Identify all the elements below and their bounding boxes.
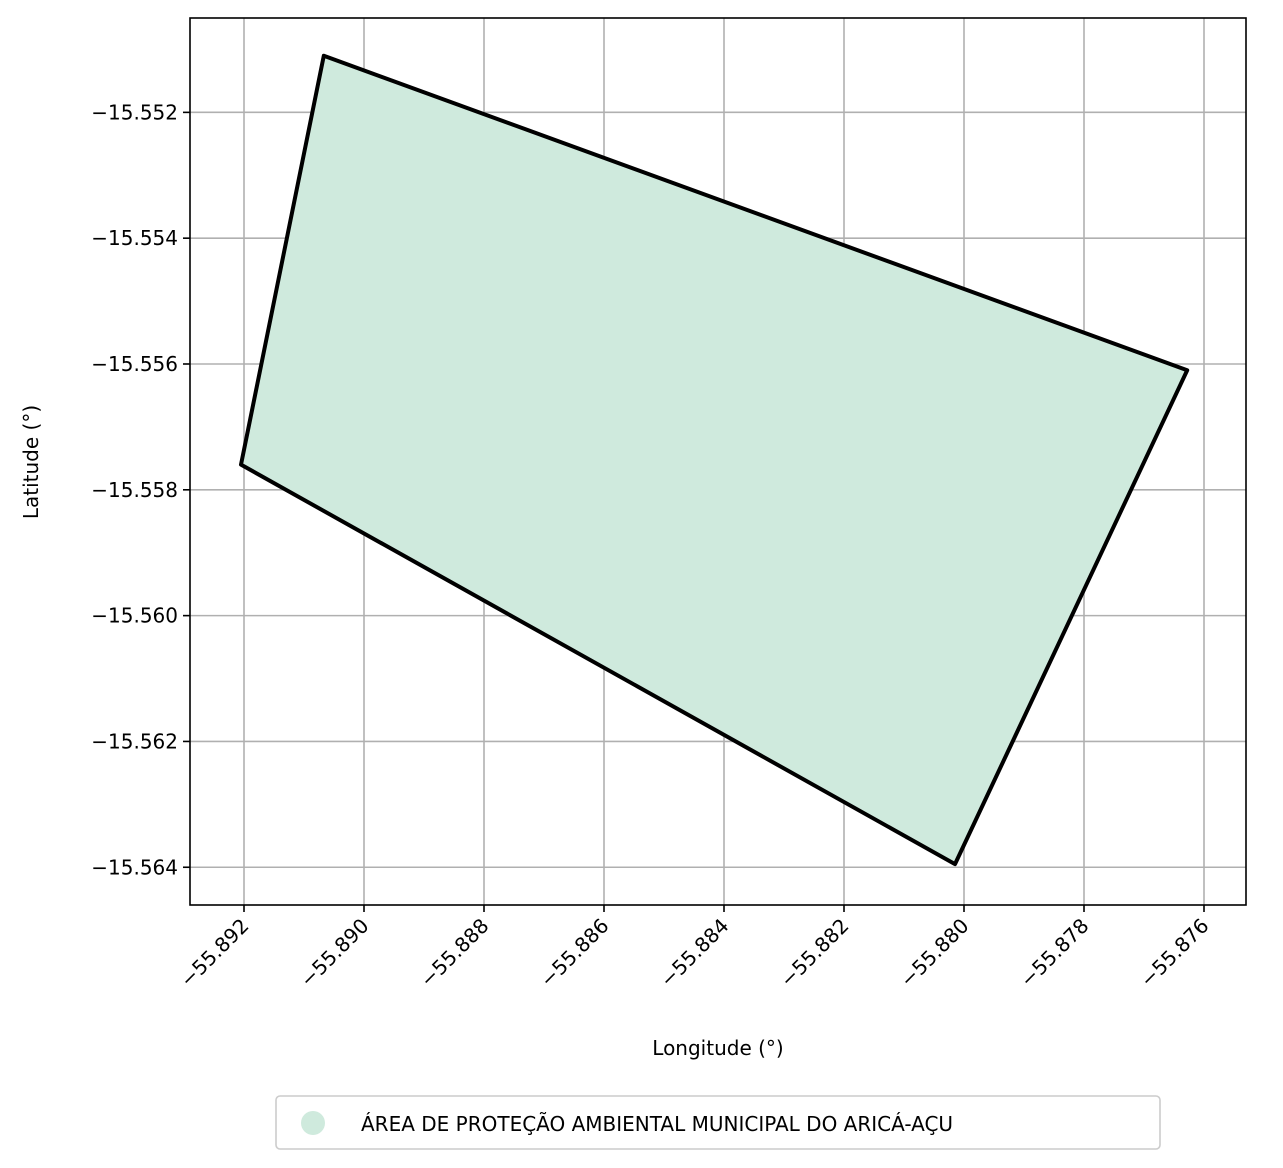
x-tick-label: −55.886 <box>535 914 613 992</box>
x-axis-label: Longitude (°) <box>652 1036 783 1060</box>
plot-frame <box>189 17 1247 906</box>
legend: ÁREA DE PROTEÇÃO AMBIENTAL MUNICIPAL DO … <box>275 1095 1161 1150</box>
y-tick-label: −15.552 <box>91 100 178 124</box>
x-tick-label: −55.890 <box>295 914 373 992</box>
x-tick-label: −55.884 <box>655 914 733 992</box>
y-tick-label: −15.562 <box>91 729 178 753</box>
y-tick-label: −15.560 <box>91 604 178 628</box>
y-tick-label: −15.564 <box>91 855 178 879</box>
x-tick-label: −55.880 <box>895 914 973 992</box>
y-axis-label: Latitude (°) <box>19 405 43 519</box>
legend-box <box>275 1095 1161 1150</box>
protected-area-polygon <box>239 53 1190 867</box>
legend-entry-label: ÁREA DE PROTEÇÃO AMBIENTAL MUNICIPAL DO … <box>361 1112 953 1136</box>
y-tick-label: −15.558 <box>91 478 178 502</box>
y-tick-label: −15.554 <box>91 226 178 250</box>
legend-marker-icon <box>301 1111 325 1135</box>
x-tick-label: −55.878 <box>1015 914 1093 992</box>
x-tick-label: −55.876 <box>1135 914 1213 992</box>
y-tick-label: −15.556 <box>91 352 178 376</box>
x-tick-label: −55.888 <box>415 914 493 992</box>
x-tick-label: −55.882 <box>775 914 853 992</box>
x-tick-label: −55.892 <box>175 914 253 992</box>
